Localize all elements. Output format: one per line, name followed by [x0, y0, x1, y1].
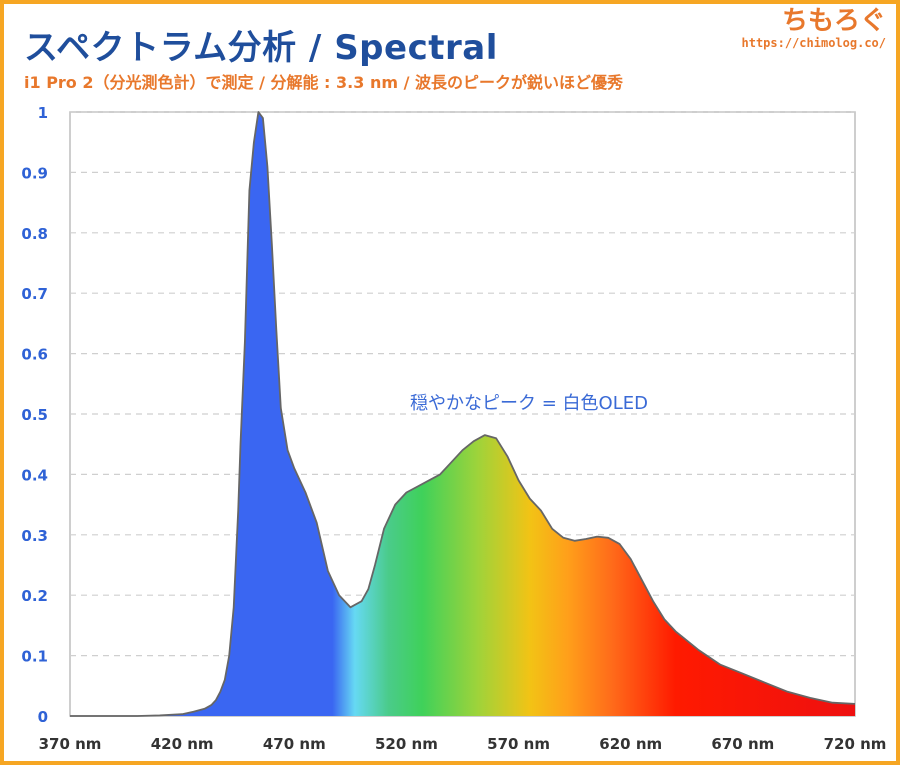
page-subtitle: i1 Pro 2（分光測色計）で測定 / 分解能 : 3.3 nm / 波長のピ… [24, 73, 623, 92]
y-tick-label: 1 [38, 104, 48, 122]
y-tick-label: 0.5 [21, 406, 48, 424]
brand-logo: ちもろぐ https://chimolog.co/ [742, 6, 887, 50]
x-tick-label: 570 nm [487, 735, 550, 753]
y-tick-label: 0.2 [21, 587, 48, 605]
y-tick-label: 0.4 [21, 466, 48, 484]
brand-url: https://chimolog.co/ [741, 36, 887, 50]
x-tick-label: 670 nm [711, 735, 774, 753]
y-tick-label: 0.7 [21, 285, 48, 303]
x-tick-label: 470 nm [263, 735, 326, 753]
x-tick-label: 620 nm [599, 735, 662, 753]
x-tick-label: 520 nm [375, 735, 438, 753]
y-tick-label: 0.8 [21, 225, 48, 243]
page-title: スペクトラム分析 / Spectral [24, 28, 498, 68]
x-tick-label: 370 nm [39, 735, 102, 753]
spectrum-area [70, 112, 855, 716]
y-tick-label: 0.3 [21, 527, 48, 545]
x-tick-label: 720 nm [824, 735, 887, 753]
brand-name: ちもろぐ [781, 6, 886, 36]
spectrum-line [70, 111, 856, 717]
y-tick-label: 0 [38, 708, 48, 726]
y-tick-label: 0.1 [21, 648, 48, 666]
y-tick-label: 0.9 [21, 164, 48, 182]
y-tick-label: 0.6 [21, 346, 48, 364]
annotation-label: 穏やかなピーク = 白色OLED [410, 393, 648, 414]
x-tick-label: 420 nm [151, 735, 214, 753]
